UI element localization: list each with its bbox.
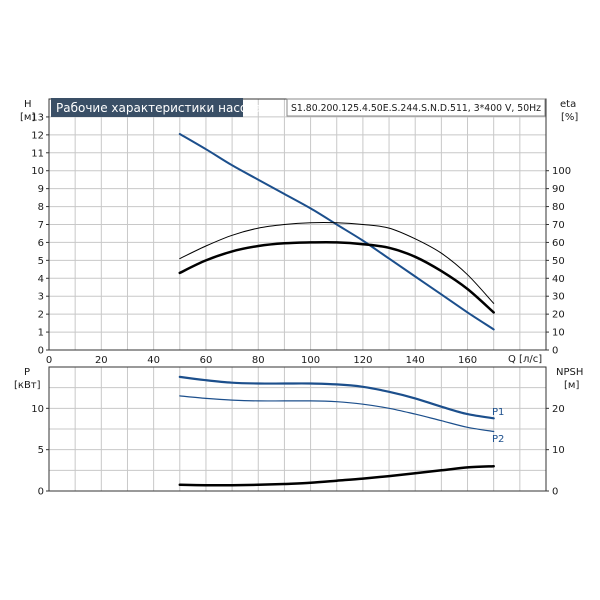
- upper-y-right-label: eta: [560, 99, 576, 110]
- upper-y-left-tick-label: 1: [38, 328, 44, 339]
- upper-y-right-tick-label: 90: [552, 184, 565, 195]
- upper-y-right-tick-label: 40: [552, 274, 565, 285]
- x-tick-label: 140: [406, 355, 425, 366]
- lower-y-left-tick-label: 0: [38, 487, 44, 498]
- x-tick-label: 100: [301, 355, 320, 366]
- chart-title: Рабочие характеристики насоса: [56, 101, 261, 115]
- upper-y-left-tick-label: 10: [31, 166, 44, 177]
- grid-lines: [49, 99, 546, 491]
- lower-y-right-label: NPSH: [556, 367, 583, 378]
- upper-y-left-label: H: [24, 99, 32, 110]
- x-tick-label: 40: [147, 355, 160, 366]
- x-tick-label: 20: [95, 355, 108, 366]
- x-tick-label: 120: [353, 355, 372, 366]
- model-label-background: [286, 98, 546, 117]
- x-tick-label: 80: [252, 355, 265, 366]
- lower-y-left-label: P: [24, 367, 30, 378]
- x-tick-label: 160: [458, 355, 477, 366]
- upper-y-left-tick-label: 8: [38, 202, 44, 213]
- upper-y-left-tick-label: 11: [31, 148, 44, 159]
- lower-y-left-unit: [кВт]: [14, 380, 41, 391]
- head-curve: [178, 133, 495, 331]
- upper-y-right-tick-label: 80: [552, 202, 565, 213]
- upper-y-left-tick-label: 5: [38, 256, 44, 267]
- upper-y-left-tick-label: 13: [31, 112, 44, 123]
- upper-y-left-tick-label: 0: [38, 346, 44, 357]
- lower-panel-frame: [48, 366, 547, 492]
- lower-y-right-tick-label: 20: [552, 404, 565, 415]
- lower-y-left-tick-label: 10: [31, 404, 44, 415]
- x-tick-label: 0: [46, 355, 52, 366]
- upper-y-right-tick-label: 30: [552, 292, 565, 303]
- x-tick-label: 60: [200, 355, 213, 366]
- upper-y-right-tick-label: 100: [552, 166, 571, 177]
- lower-y-right-unit: [м]: [564, 380, 579, 391]
- upper-y-left-tick-label: 2: [38, 310, 44, 321]
- upper-y-right-tick-label: 50: [552, 256, 565, 267]
- upper-y-right-tick-label: 20: [552, 310, 565, 321]
- upper-y-left-tick-label: 3: [38, 292, 44, 303]
- eta_thin-curve: [179, 221, 495, 304]
- upper-y-left-unit: [м]: [20, 112, 35, 123]
- upper-y-right-tick-label: 70: [552, 220, 565, 231]
- chart-title-background: [51, 98, 243, 117]
- upper-y-left-tick-label: 4: [38, 274, 44, 285]
- upper-y-left-tick-label: 12: [31, 130, 44, 141]
- lower-y-right-tick-label: 0: [552, 487, 558, 498]
- upper-y-right-tick-label: 60: [552, 238, 565, 249]
- NPSH-curve: [178, 464, 495, 487]
- P2-curve: [179, 395, 495, 433]
- upper-y-right-unit: [%]: [561, 112, 578, 123]
- x-axis-label: Q [л/с]: [508, 354, 542, 365]
- model-label: S1.80.200.125.4.50E.S.244.S.N.D.511, 3*4…: [291, 103, 541, 114]
- upper-y-left-tick-label: 7: [38, 220, 44, 231]
- p1-series-label: P1: [492, 407, 504, 418]
- p2-series-label: P2: [492, 434, 504, 445]
- upper-y-left-tick-label: 6: [38, 238, 44, 249]
- upper-y-right-tick-label: 0: [552, 346, 558, 357]
- lower-y-left-tick-label: 5: [38, 445, 44, 456]
- tick-labels: 0123456789101112130102030405060708090100…: [31, 112, 571, 497]
- eta_thick-curve: [178, 240, 495, 314]
- curves: [178, 133, 495, 487]
- upper-y-right-tick-label: 10: [552, 328, 565, 339]
- upper-y-left-tick-label: 9: [38, 184, 44, 195]
- P1-curve: [178, 375, 495, 420]
- lower-y-right-tick-label: 10: [552, 445, 565, 456]
